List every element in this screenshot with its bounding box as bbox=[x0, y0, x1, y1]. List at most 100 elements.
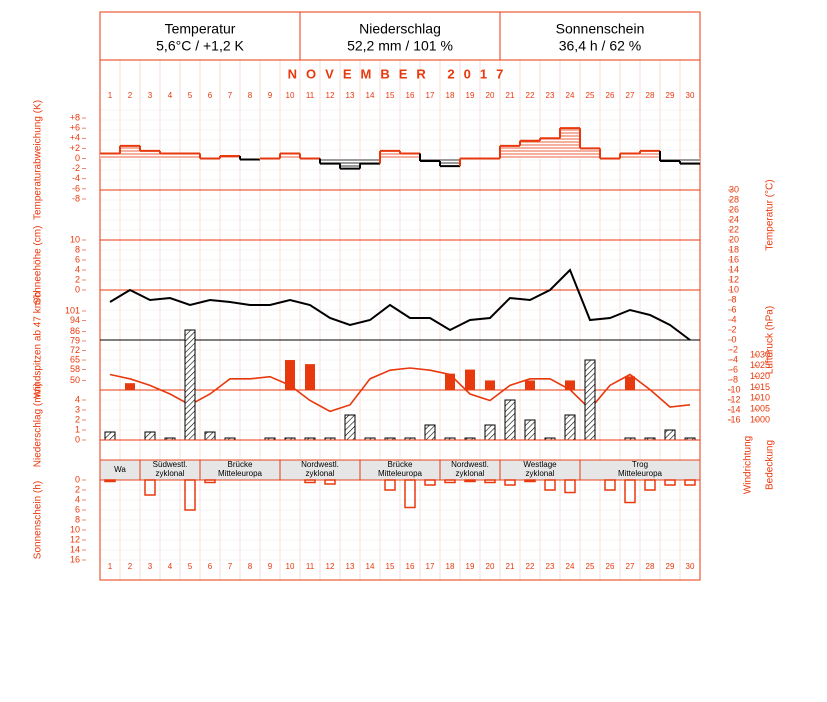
y-tick-label: 10 bbox=[70, 234, 80, 244]
day-label: 4 bbox=[168, 91, 173, 100]
y-tick-label: 1030 bbox=[750, 349, 770, 359]
day-label: 1 bbox=[108, 91, 113, 100]
axis-label: Temperatur (°C) bbox=[765, 179, 776, 250]
weather-type-label: Südwestl. bbox=[153, 460, 188, 469]
day-label: 13 bbox=[346, 562, 355, 571]
y-tick-label: 2 bbox=[731, 324, 736, 334]
y-tick-label: 50 bbox=[70, 375, 80, 385]
deviation-bar bbox=[340, 158, 360, 169]
weather-type-label: Mitteleuropa bbox=[618, 469, 663, 478]
y-tick-label: 2 bbox=[75, 274, 80, 284]
y-tick-label: 14 bbox=[70, 544, 80, 554]
sunshine-bar bbox=[144, 479, 156, 496]
deviation-bar bbox=[560, 128, 580, 159]
weather-type-label: zyklonal bbox=[306, 469, 335, 478]
y-tick-label: 2 bbox=[75, 484, 80, 494]
day-label: 29 bbox=[666, 562, 675, 571]
header-title: Niederschlag bbox=[359, 21, 441, 37]
day-label: 17 bbox=[426, 91, 435, 100]
y-tick-label: -8 bbox=[730, 374, 738, 384]
day-label: 1 bbox=[108, 562, 113, 571]
weather-type-label: Mitteleuropa bbox=[378, 469, 423, 478]
deviation-bar bbox=[520, 140, 540, 159]
sunshine-bar bbox=[404, 479, 416, 509]
y-tick-label: 16 bbox=[70, 554, 80, 564]
day-label: 10 bbox=[286, 91, 295, 100]
day-label: 30 bbox=[686, 91, 695, 100]
y-tick-label: 1 bbox=[75, 424, 80, 434]
y-tick-label: 86 bbox=[70, 326, 80, 336]
y-tick-label: 58 bbox=[70, 364, 80, 374]
y-tick-label: 14 bbox=[729, 264, 739, 274]
day-label: 18 bbox=[446, 91, 455, 100]
deviation-bar bbox=[660, 158, 680, 162]
day-label: 23 bbox=[546, 91, 555, 100]
day-label: 7 bbox=[228, 91, 233, 100]
day-label: 19 bbox=[466, 562, 475, 571]
y-tick-label: 24 bbox=[729, 214, 739, 224]
weather-type-label: Mitteleuropa bbox=[218, 469, 263, 478]
day-label: 14 bbox=[366, 562, 375, 571]
day-label: 27 bbox=[626, 91, 635, 100]
weather-type-label: Brücke bbox=[228, 460, 253, 469]
day-label: 2 bbox=[128, 562, 133, 571]
y-tick-label: -6 bbox=[730, 364, 738, 374]
y-tick-label: 0 bbox=[75, 284, 80, 294]
sunshine-bar bbox=[304, 479, 316, 484]
deviation-bar bbox=[580, 148, 600, 159]
y-tick-label: 4 bbox=[75, 494, 80, 504]
day-label: 15 bbox=[386, 562, 395, 571]
wind-bar bbox=[465, 369, 475, 390]
precip-bar bbox=[184, 329, 196, 441]
y-tick-label: 101 bbox=[65, 305, 80, 315]
sunshine-bar bbox=[184, 479, 196, 511]
day-label: 3 bbox=[148, 562, 153, 571]
wind-bar bbox=[625, 376, 635, 390]
sunshine-bar bbox=[464, 479, 476, 483]
sunshine-bar bbox=[484, 479, 496, 484]
y-tick-label: 0 bbox=[75, 434, 80, 444]
day-label: 12 bbox=[326, 562, 335, 571]
precip-bar bbox=[524, 419, 536, 441]
y-tick-label: 6 bbox=[75, 254, 80, 264]
y-tick-label: 1005 bbox=[750, 404, 770, 414]
y-tick-label: 8 bbox=[731, 294, 736, 304]
header-value: 5,6°C / +1,2 K bbox=[156, 38, 244, 54]
day-label: 15 bbox=[386, 91, 395, 100]
month-title: NOVEMBER 2017 bbox=[288, 66, 513, 81]
y-tick-label: 0 bbox=[75, 153, 80, 163]
weather-type bbox=[579, 459, 701, 481]
y-tick-label: 0 bbox=[75, 474, 80, 484]
frame bbox=[99, 11, 701, 581]
deviation-bar bbox=[420, 158, 440, 162]
weather-type-label: zyklonal bbox=[156, 469, 185, 478]
wind-bar bbox=[125, 383, 135, 390]
y-tick-label: 94 bbox=[70, 315, 80, 325]
weather-type-label: Nordwestl. bbox=[301, 460, 339, 469]
deviation-bar bbox=[120, 145, 140, 159]
day-label: 26 bbox=[606, 562, 615, 571]
weather-type-label: Trog bbox=[632, 460, 648, 469]
axis-label: Bedeckung bbox=[765, 440, 776, 490]
y-tick-label: 28 bbox=[729, 194, 739, 204]
y-tick-label: 8 bbox=[75, 244, 80, 254]
y-tick-label: 26 bbox=[729, 204, 739, 214]
deviation-bar bbox=[180, 153, 200, 159]
day-label: 21 bbox=[506, 91, 515, 100]
sunshine-bar bbox=[444, 479, 456, 484]
weather-type-label: Nordwestl. bbox=[451, 460, 489, 469]
y-tick-label: 1025 bbox=[750, 360, 770, 370]
y-tick-label: 10 bbox=[729, 284, 739, 294]
weather-type-label: Westlage bbox=[523, 460, 557, 469]
y-tick-label: -12 bbox=[727, 394, 740, 404]
precip-bar bbox=[144, 431, 156, 441]
wind-bar bbox=[445, 373, 455, 390]
y-tick-label: -2 bbox=[72, 163, 80, 173]
sunshine-bar bbox=[564, 479, 576, 494]
y-tick-label: 22 bbox=[729, 224, 739, 234]
y-tick-label: 30 bbox=[729, 184, 739, 194]
y-tick-label: 20 bbox=[729, 234, 739, 244]
y-tick-label: -6 bbox=[72, 183, 80, 193]
axis-label: Windspitzen ab 47 km/h bbox=[33, 292, 44, 399]
